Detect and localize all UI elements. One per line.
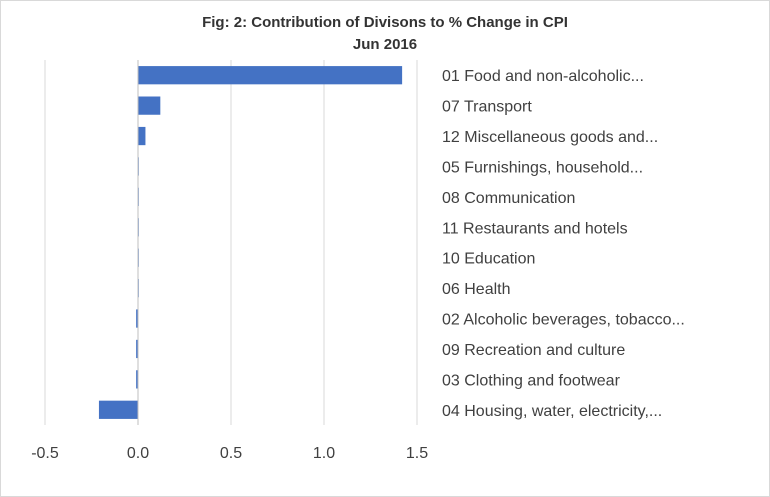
bar [138,66,403,85]
category-label: 06 Health [442,281,511,298]
category-label: 08 Communication [442,190,575,207]
bar [136,370,138,389]
bar [138,126,146,146]
category-label: 10 Education [442,251,535,268]
category-label: 11 Restaurants and hotels [442,220,628,237]
chart-subtitle: Jun 2016 [352,36,418,53]
bar [138,96,161,115]
x-tick-label: 0.0 [127,445,149,462]
category-label: 07 Transport [442,99,532,116]
x-tick-label: 0.5 [220,445,242,462]
category-label: 01 Food and non-alcoholic... [442,68,644,85]
bar [136,339,138,359]
bar [98,400,138,419]
category-label: 04 Housing, water, electricity,... [442,403,662,420]
x-tick-label: 1.0 [313,445,335,462]
bar [136,309,138,328]
chart-title: Fig: 2: Contribution of Divisons to % Ch… [202,14,568,31]
category-label: 09 Recreation and culture [442,342,625,359]
category-label: 03 Clothing and footwear [442,372,621,389]
x-tick-label: 1.5 [406,445,428,462]
category-label: 12 Miscellaneous goods and... [442,129,658,146]
x-tick-label: -0.5 [31,445,59,462]
category-label: 05 Furnishings, household... [442,159,643,176]
category-label: 02 Alcoholic beverages, tobacco... [442,312,685,329]
